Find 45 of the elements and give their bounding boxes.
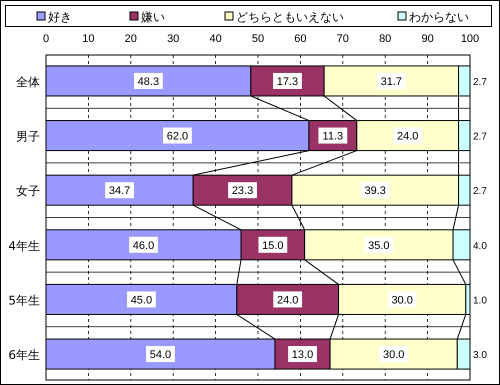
x-tick-label: 40 (209, 33, 222, 45)
y-tick-label: 男子 (16, 130, 40, 144)
data-label: 45.0 (130, 294, 152, 306)
y-tick-label: 4年生 (8, 238, 40, 253)
data-label: 3.0 (473, 350, 488, 362)
legend-label: わからない (409, 10, 469, 24)
data-label: 4.0 (473, 240, 488, 252)
data-label: 1.0 (473, 295, 488, 306)
data-label: 30.0 (391, 294, 413, 306)
data-label: 46.0 (132, 240, 154, 252)
data-label: 15.0 (262, 240, 284, 252)
data-label: 17.3 (276, 76, 298, 88)
data-label: 48.3 (138, 76, 160, 88)
data-label: 39.3 (364, 185, 386, 198)
x-tick-label: 60 (294, 33, 307, 45)
data-label: 2.7 (473, 132, 488, 143)
x-tick-label: 0 (42, 33, 50, 45)
x-tick-label: 20 (124, 33, 137, 45)
x-tick-label: 100 (460, 33, 480, 45)
y-tick-label: 全体 (16, 74, 40, 89)
data-label: 23.3 (232, 185, 254, 198)
legend-label: 好き (48, 10, 72, 24)
data-label: 30.0 (382, 349, 404, 362)
data-label: 54.0 (150, 349, 172, 362)
legend-label: 嫌い (141, 10, 165, 24)
y-tick-label: 女子 (16, 184, 40, 198)
data-label: 11.3 (322, 130, 344, 143)
x-tick-label: 70 (336, 33, 349, 45)
data-label: 31.7 (380, 76, 402, 88)
x-tick-label: 10 (82, 33, 95, 45)
data-label: 24.0 (276, 294, 298, 306)
x-tick-label: 80 (379, 33, 392, 45)
y-tick-label: 5年生 (8, 293, 40, 308)
data-label: 62.0 (166, 130, 188, 143)
data-label: 13.0 (292, 349, 314, 362)
data-label: 2.7 (473, 186, 488, 198)
y-tick-label: 6年生 (8, 348, 40, 362)
x-tick-label: 90 (421, 33, 434, 45)
data-label: 34.7 (108, 185, 130, 198)
data-label: 24.0 (396, 130, 418, 143)
x-tick-label: 50 (252, 33, 264, 45)
data-label: 35.0 (368, 240, 390, 252)
data-label: 2.7 (473, 76, 488, 88)
legend-label: どちらともいえない (236, 10, 344, 24)
x-tick-label: 30 (167, 33, 180, 45)
